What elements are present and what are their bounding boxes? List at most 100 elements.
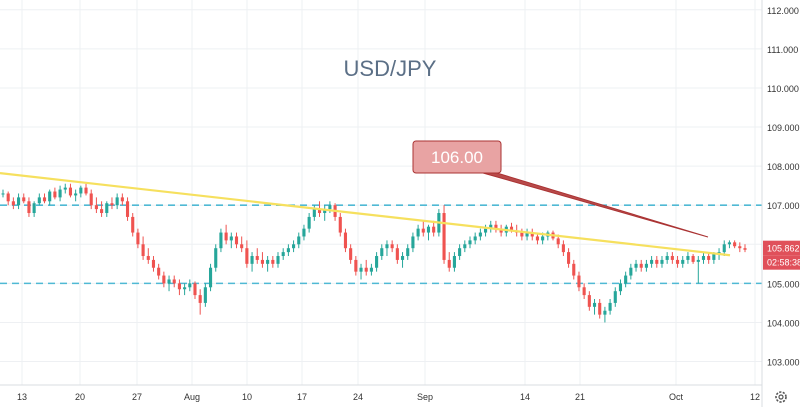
candle xyxy=(364,259,368,276)
candle-body xyxy=(380,248,384,257)
candle-body xyxy=(385,244,389,249)
countdown-label: 02:58:38 xyxy=(767,258,800,268)
candle xyxy=(266,256,270,272)
candle xyxy=(691,254,695,264)
candle xyxy=(561,240,565,257)
candle-body xyxy=(442,213,446,260)
last-price-label: 105.862 xyxy=(767,244,800,254)
candle xyxy=(686,252,690,264)
candle-body xyxy=(525,232,529,237)
candle-body xyxy=(219,232,223,249)
candle xyxy=(286,244,290,257)
candle xyxy=(634,259,638,272)
candle-body xyxy=(452,256,456,268)
price-tick-label: 109.000 xyxy=(767,123,800,133)
candle xyxy=(89,189,93,210)
candle xyxy=(224,224,228,245)
time-tick-label: 24 xyxy=(353,392,363,402)
candle xyxy=(660,256,664,268)
time-tick-label: 14 xyxy=(520,392,530,402)
candle-body xyxy=(447,259,451,268)
candle xyxy=(105,201,109,217)
candle-body xyxy=(224,232,228,241)
candle xyxy=(68,183,73,198)
candle xyxy=(354,256,358,276)
candle-body xyxy=(198,295,202,303)
candle-body xyxy=(214,248,218,268)
candle xyxy=(452,252,456,272)
candle-body xyxy=(655,259,659,264)
candle xyxy=(271,256,275,268)
candle xyxy=(727,240,731,249)
candle-body xyxy=(406,248,410,257)
candle xyxy=(6,191,10,206)
trendline xyxy=(0,172,731,257)
candle-body xyxy=(618,283,623,292)
candle xyxy=(655,256,659,268)
candle xyxy=(276,252,280,268)
candle-body xyxy=(421,228,425,233)
candle-body xyxy=(613,291,617,303)
candle xyxy=(696,256,700,284)
candle xyxy=(162,271,166,288)
candle-body xyxy=(157,267,161,276)
price-tick-label: 112.000 xyxy=(767,6,799,16)
candle-body xyxy=(48,191,52,202)
candle-body xyxy=(603,310,607,315)
candle-body xyxy=(577,275,581,288)
candle xyxy=(151,256,156,272)
candle-body xyxy=(271,259,275,264)
candle-body xyxy=(312,209,316,217)
candle xyxy=(567,248,571,268)
candle xyxy=(484,224,488,237)
candle-body xyxy=(120,197,124,202)
candle-body xyxy=(665,256,669,260)
time-tick-label: 13 xyxy=(17,392,27,402)
candle xyxy=(624,271,628,288)
candle-body xyxy=(266,259,270,264)
candle xyxy=(343,228,348,253)
chart-title: USD/JPY xyxy=(344,56,437,81)
candle xyxy=(157,263,161,280)
candle-body xyxy=(670,256,674,260)
candle xyxy=(297,232,301,249)
candle-body xyxy=(468,240,472,245)
candle-body xyxy=(11,201,15,206)
candle xyxy=(1,189,5,198)
candle xyxy=(722,240,726,257)
candle-body xyxy=(411,236,415,249)
candle-body xyxy=(587,295,591,307)
settings-gear-icon[interactable] xyxy=(775,391,787,403)
candle-body xyxy=(37,197,41,204)
candle-body xyxy=(110,203,114,206)
candle xyxy=(359,263,363,280)
candle xyxy=(743,244,747,253)
candle-body xyxy=(208,267,213,288)
candle-body xyxy=(17,197,21,206)
candle xyxy=(136,228,140,249)
candle xyxy=(250,252,254,272)
candle xyxy=(426,224,431,241)
candle xyxy=(234,232,239,249)
candle-body xyxy=(572,263,576,276)
candle xyxy=(644,259,648,272)
candle-body xyxy=(608,302,612,311)
candle-body xyxy=(42,197,47,202)
candle xyxy=(598,299,602,319)
candle-body xyxy=(162,275,166,284)
candle-body xyxy=(234,236,239,245)
candle xyxy=(582,283,586,300)
price-tick-label: 104.000 xyxy=(767,318,800,328)
candle xyxy=(375,252,379,272)
candle-body xyxy=(556,238,560,245)
candle xyxy=(141,236,145,260)
candle xyxy=(499,224,503,237)
candle xyxy=(115,193,119,210)
candle xyxy=(369,263,373,276)
candle-body xyxy=(660,259,664,264)
candle xyxy=(323,205,327,221)
candle-body xyxy=(634,263,638,268)
candle xyxy=(58,185,62,202)
candle-body xyxy=(349,248,353,260)
